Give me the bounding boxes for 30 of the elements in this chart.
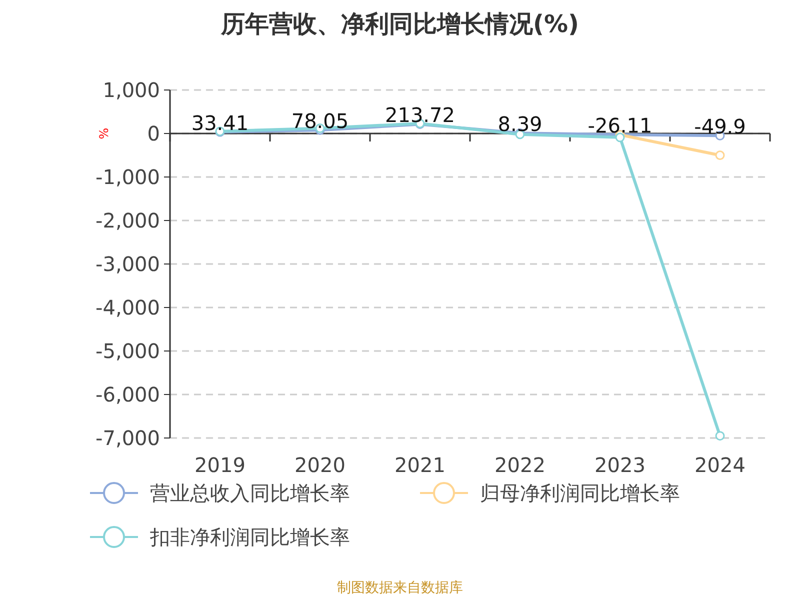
x-tick-label: 2020	[294, 453, 346, 477]
y-tick-label: -6,000	[96, 382, 160, 406]
y-axis-title: %	[97, 128, 112, 140]
point	[615, 132, 625, 142]
y-tick-label: -4,000	[96, 296, 160, 320]
y-tick-label: -5,000	[96, 339, 160, 363]
y-tick-label: -7,000	[96, 426, 160, 450]
y-tick-label: -1,000	[96, 165, 160, 189]
chart-title: 历年营收、净利同比增长情况(%)	[220, 10, 579, 38]
data-label: 78.05	[291, 109, 349, 134]
x-tick-label: 2021	[394, 453, 446, 477]
point	[715, 150, 725, 160]
data-label: 8.39	[498, 112, 542, 136]
legend-label: 营业总收入同比增长率	[150, 481, 350, 505]
x-tick-label: 2024	[694, 453, 746, 477]
x-tick-label: 2023	[594, 453, 646, 477]
y-tick-label: -3,000	[96, 252, 160, 276]
legend-label: 归母净利润同比增长率	[480, 481, 680, 505]
y-tick-label: -2,000	[96, 208, 160, 232]
data-label: 33.41	[191, 111, 249, 136]
y-tick-label: 1,000	[102, 78, 160, 102]
data-label: 213.72	[385, 103, 455, 128]
point	[715, 431, 725, 441]
data-label: -49.9	[694, 114, 746, 139]
text: 制图数据来自数据库	[337, 580, 463, 596]
legend-label: 扣非净利润同比增长率	[149, 525, 350, 549]
y-tick-label: 0	[147, 122, 160, 146]
x-tick-label: 2019	[194, 453, 246, 477]
x-tick-label: 2022	[494, 453, 546, 477]
data-label: -26.11	[588, 114, 652, 138]
